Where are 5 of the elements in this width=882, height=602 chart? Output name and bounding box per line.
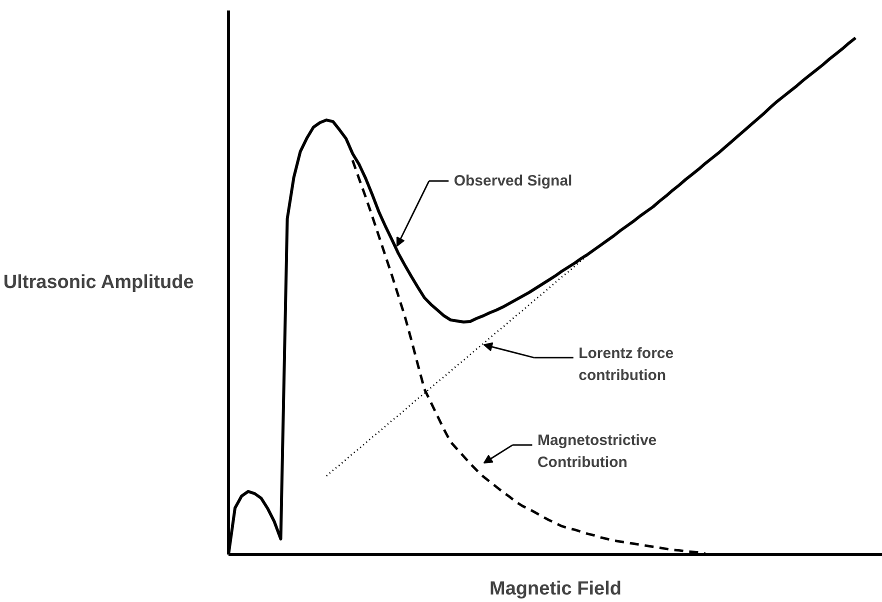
annotation: Lorentz force contribution xyxy=(578,344,674,384)
x-axis-title: Magnetic Field xyxy=(490,578,622,600)
annotation: Magnetostrictive Contribution xyxy=(537,432,657,472)
annotation: Observed Signal xyxy=(454,172,572,190)
y-axis-title: Ultrasonic Amplitude xyxy=(3,272,194,293)
